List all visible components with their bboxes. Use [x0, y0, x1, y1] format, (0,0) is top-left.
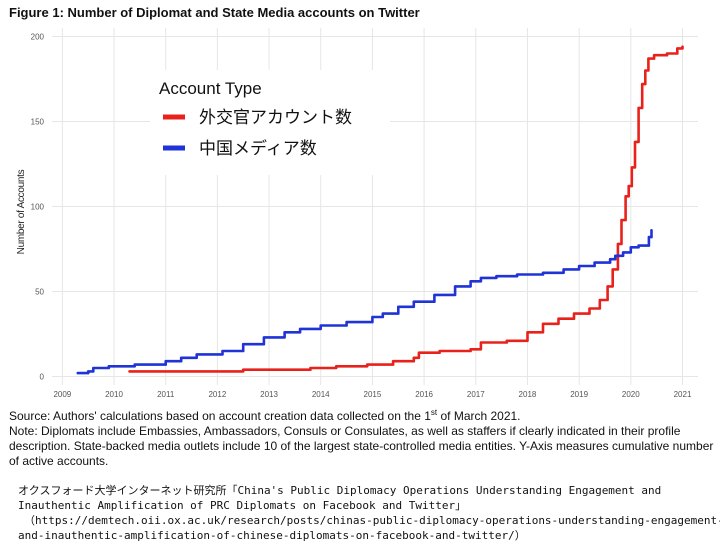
axis-layer: 0 50 100 150 200 2009 2010 2011 2012 2013 2014 2015… — [31, 33, 692, 400]
x-tick-label: 2016 — [415, 390, 433, 399]
x-tick-label: 2012 — [208, 390, 226, 399]
x-tick-label: 2019 — [570, 390, 588, 399]
x-tick-label: 2009 — [53, 390, 71, 399]
series-line-state-media — [76, 229, 653, 375]
citation-line-4: and-inauthentic-amplification-of-chinese… — [18, 529, 526, 542]
citation: オクスフォード大学インターネット研究所「China's Public Diplo… — [18, 483, 720, 543]
x-tick-label: 2021 — [674, 390, 692, 399]
legend-title: Account Type — [159, 79, 262, 98]
citation-line-2: Inauthentic Amplification of PRC Diploma… — [18, 499, 467, 512]
x-tick-label: 2010 — [105, 390, 123, 399]
citation-line-3: （https://demtech.oii.ox.ac.uk/research/p… — [24, 514, 720, 527]
x-tick-label: 2014 — [312, 390, 330, 399]
citation-line-1: オクスフォード大学インターネット研究所「China's Public Diplo… — [18, 484, 662, 497]
y-tick-label: 100 — [31, 203, 45, 212]
y-tick-label: 200 — [31, 33, 45, 42]
legend-label-diplomats: 外交官アカウント数 — [199, 108, 352, 128]
y-tick-label: 0 — [40, 373, 45, 382]
x-tick-label: 2020 — [622, 390, 640, 399]
series-layer — [76, 45, 684, 375]
legend-label-state-media: 中国メディア数 — [199, 138, 317, 159]
y-tick-label: 150 — [31, 118, 45, 127]
x-tick-label: 2013 — [260, 390, 278, 399]
legend: Account Type 外交官アカウント数 中国メディア数 — [150, 70, 390, 175]
x-tick-label: 2015 — [364, 390, 382, 399]
y-axis-label: Number of Accounts — [16, 169, 27, 254]
line-chart: 0 50 100 150 200 2009 2010 2011 2012 2013 2014 2015… — [16, 28, 698, 400]
x-tick-label: 2018 — [519, 390, 537, 399]
series-line-diplomats — [128, 45, 684, 373]
x-tick-label: 2011 — [157, 390, 175, 399]
y-tick-label: 50 — [35, 288, 44, 297]
note-text: Note: Diplomats include Embassies, Ambas… — [9, 424, 714, 468]
figure-title: Figure 1: Number of Diplomat and State M… — [9, 5, 420, 20]
source-line: Source: Authors' calculations based on a… — [9, 408, 521, 424]
x-tick-label: 2017 — [467, 390, 485, 399]
notes: Source: Authors' calculations based on a… — [9, 409, 717, 469]
legend-background — [150, 70, 390, 175]
